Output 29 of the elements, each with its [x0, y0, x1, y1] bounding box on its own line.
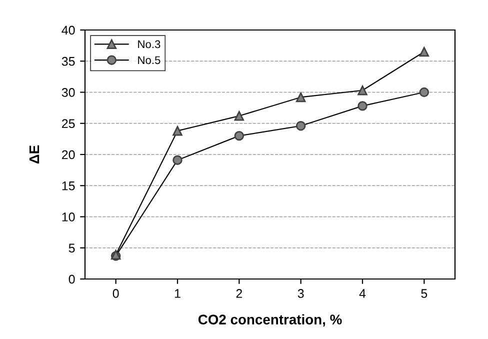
point: [234, 111, 244, 121]
y-tick-label: 15: [62, 182, 75, 190]
x-tick-label: 2: [236, 289, 242, 298]
point: [296, 121, 306, 131]
y-tick-label: 30: [62, 88, 75, 97]
point: [172, 155, 182, 165]
y-tick-label: 0: [68, 274, 75, 284]
y-tick-label: 40: [62, 26, 75, 35]
legend-label: No.3: [138, 40, 160, 48]
y-tick-label: 35: [62, 56, 75, 66]
x-tick-label: 0: [112, 289, 119, 298]
x-tick-label: 1: [174, 289, 180, 298]
legend-label: No.5: [138, 56, 160, 64]
point: [234, 130, 244, 141]
point: [172, 126, 182, 136]
y-axis-title: ΔE: [29, 145, 40, 164]
y-tick-label: 10: [62, 212, 75, 222]
point: [419, 87, 430, 98]
y-tick-label: 5: [68, 244, 75, 253]
point: [358, 86, 368, 96]
y-tick-label: 20: [62, 150, 75, 160]
point: [419, 46, 430, 57]
x-axis-title: CO2 concentration, %: [198, 314, 342, 326]
y-tick-label: 25: [62, 119, 75, 128]
point: [358, 101, 368, 111]
point: [296, 92, 306, 102]
x-tick-label: 3: [298, 289, 304, 298]
x-tick-label: 5: [421, 289, 428, 298]
x-tick-label: 4: [359, 289, 366, 298]
